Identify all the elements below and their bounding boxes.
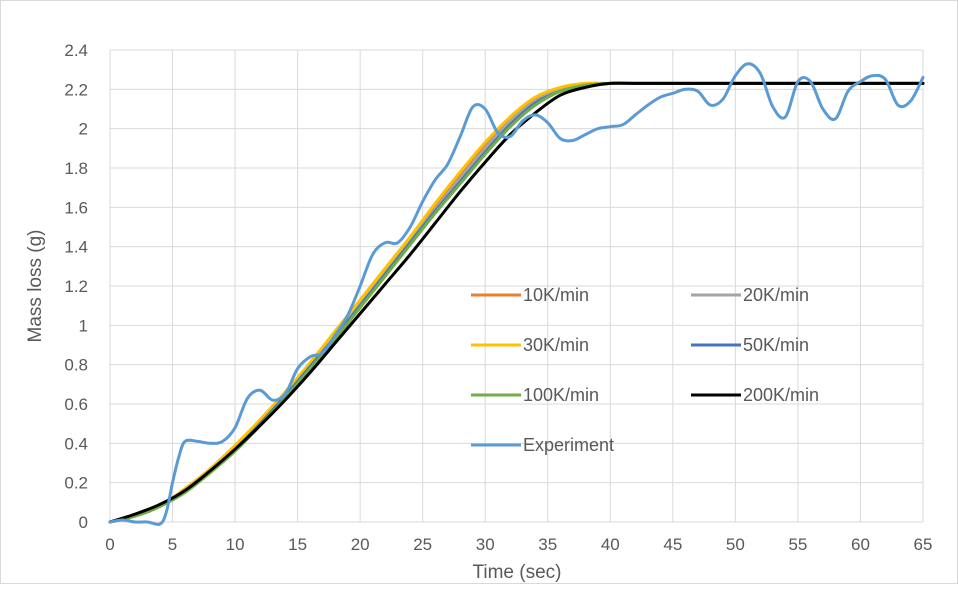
- y-tick-label: 2.4: [64, 41, 88, 60]
- legend-item-100k-min: 100K/min: [471, 385, 599, 405]
- y-tick-label: 2: [79, 120, 88, 139]
- legend: 10K/min 20K/min 30K/min 50K/min 100K/min 200K…: [471, 285, 819, 455]
- y-tick-label: 0.8: [64, 356, 88, 375]
- legend-item-50k-min: 50K/min: [691, 335, 809, 355]
- legend-item-experiment: Experiment: [471, 435, 614, 455]
- x-tick-label: 5: [168, 535, 177, 554]
- legend-item-200k-min: 200K/min: [691, 385, 819, 405]
- x-tick-label: 65: [914, 535, 933, 554]
- legend-item-30k-min: 30K/min: [471, 335, 589, 355]
- x-tick-label: 15: [288, 535, 307, 554]
- series-line-experiment: [108, 62, 925, 526]
- y-tick-label: 1.8: [64, 159, 88, 178]
- legend-label: 200K/min: [743, 385, 819, 405]
- x-tick-label: 40: [601, 535, 620, 554]
- x-axis-title: Time (sec): [472, 562, 561, 583]
- y-tick-label: 0.4: [64, 434, 88, 453]
- x-tick-label: 20: [351, 535, 370, 554]
- x-tick-label: 30: [476, 535, 495, 554]
- y-tick-label: 1.6: [64, 198, 88, 217]
- y-tick-label: 0.2: [64, 474, 88, 493]
- y-tick-label: 2.2: [64, 80, 88, 99]
- y-axis-title: Mass loss (g): [25, 230, 46, 343]
- x-tick-label: 60: [851, 535, 870, 554]
- x-tick-label: 35: [538, 535, 557, 554]
- legend-label: Experiment: [523, 435, 614, 455]
- legend-label: 30K/min: [523, 335, 589, 355]
- legend-label: 10K/min: [523, 285, 589, 305]
- y-tick-label: 0.6: [64, 395, 88, 414]
- series-lines: [108, 62, 925, 526]
- x-tick-label: 25: [413, 535, 432, 554]
- y-tick-label: 1.2: [64, 277, 88, 296]
- x-tick-label: 0: [105, 535, 114, 554]
- y-tick-label: 1: [79, 316, 88, 335]
- y-tick-label: 1.4: [64, 238, 88, 257]
- tick-labels: 0 5 10 15 20 25 30 35 40 45 50 55 60 65 0 0.2 0.4 0.6 0.8 1…: [64, 41, 932, 554]
- legend-item-10k-min: 10K/min: [471, 285, 589, 305]
- x-tick-label: 10: [226, 535, 245, 554]
- x-tick-label: 50: [726, 535, 745, 554]
- legend-label: 100K/min: [523, 385, 599, 405]
- legend-label: 50K/min: [743, 335, 809, 355]
- series-line-200k-min: [108, 81, 925, 524]
- x-tick-label: 45: [663, 535, 682, 554]
- legend-item-20k-min: 20K/min: [691, 285, 809, 305]
- legend-label: 20K/min: [743, 285, 809, 305]
- y-tick-label: 0: [79, 513, 88, 532]
- x-tick-label: 55: [788, 535, 807, 554]
